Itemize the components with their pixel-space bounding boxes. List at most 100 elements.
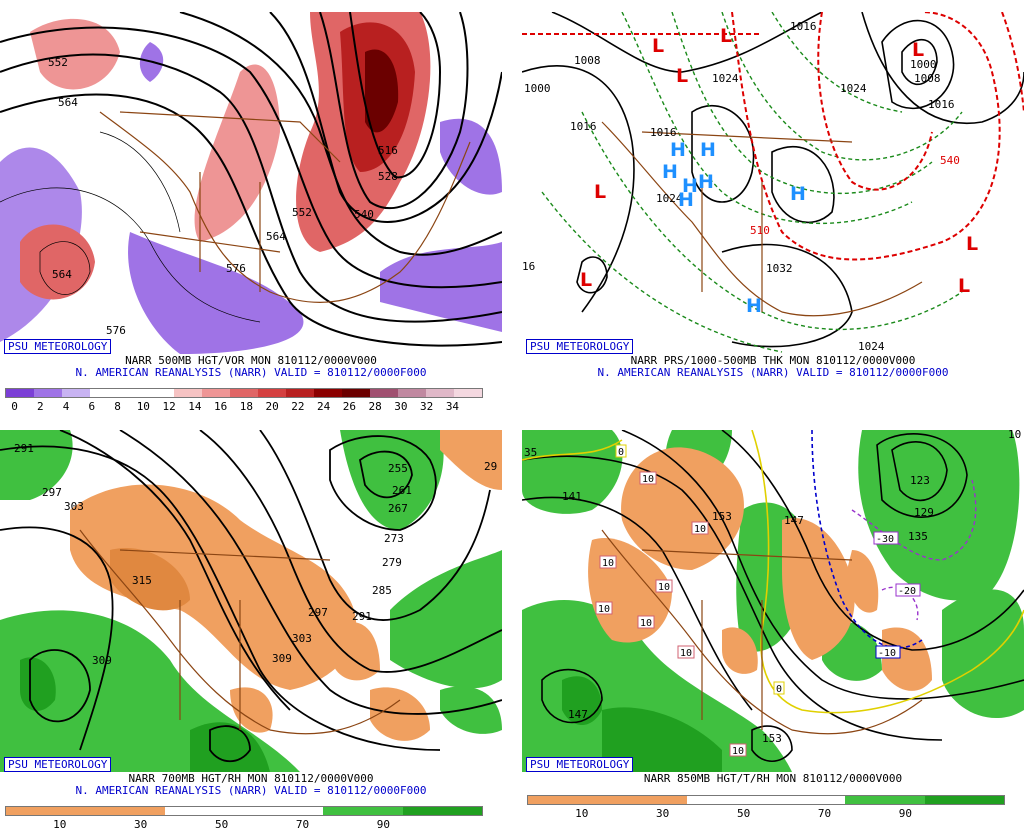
colorbar-swatch bbox=[230, 389, 258, 397]
colorbar-swatch bbox=[34, 389, 62, 397]
colorbar-tick-label: 30 bbox=[394, 400, 408, 413]
colorbar-tick-label: 70 bbox=[295, 818, 310, 831]
colorbar-swatch bbox=[402, 807, 482, 815]
colorbar-tick-label: 30 bbox=[134, 818, 148, 831]
colorbar-tick-label: 26 bbox=[342, 400, 357, 413]
low-pressure-center: L bbox=[720, 25, 732, 47]
colorbar-swatch bbox=[90, 389, 118, 397]
colorbar-swatch bbox=[258, 389, 286, 397]
colorbar-tick-label: 70 bbox=[817, 807, 832, 820]
colorbar-swatch bbox=[528, 796, 608, 804]
colorbar-swatch bbox=[686, 796, 766, 804]
contour-label: 528 bbox=[378, 170, 398, 183]
contour-label: 153 bbox=[712, 510, 732, 523]
contour-label: 279 bbox=[382, 556, 402, 569]
colorbar-swatch bbox=[164, 807, 244, 815]
colorbar-tick-label: 4 bbox=[62, 400, 70, 413]
psu-meteorology-badge: PSU METEOROLOGY bbox=[526, 757, 634, 772]
psu-meteorology-badge: PSU METEOROLOGY bbox=[4, 757, 112, 772]
contour-label: 303 bbox=[64, 500, 84, 513]
colorbar-swatch bbox=[924, 796, 1004, 804]
colorbar-tick-label: 16 bbox=[213, 400, 228, 413]
colorbar-tick-label: 18 bbox=[239, 400, 253, 413]
panel-surface-pressure-thickness: 1008 1000 1016 1024 1016 1024 1032 1024 … bbox=[522, 12, 1024, 412]
colorbar bbox=[5, 806, 483, 816]
panel-700mb-rh: 291 297 303 255 261 267 273 279 285 291 … bbox=[0, 430, 502, 831]
low-pressure-center: L bbox=[594, 181, 606, 203]
colorbar-swatch bbox=[146, 389, 174, 397]
high-pressure-center: H bbox=[662, 161, 678, 183]
temperature-label: 10 bbox=[640, 618, 652, 629]
contour-label: 516 bbox=[378, 144, 398, 157]
panel-500mb-vorticity: 552 564 516 528 552 540 564 576 564 576 … bbox=[0, 12, 502, 413]
contour-label: 273 bbox=[384, 532, 404, 545]
colorbar-tick-label: 10 bbox=[53, 818, 67, 831]
colorbar-swatch bbox=[174, 389, 202, 397]
contour-label: 147 bbox=[568, 708, 588, 721]
contour-label: 1024 bbox=[712, 72, 739, 85]
colorbar-swatch bbox=[342, 389, 370, 397]
colorbar-tick-label: 6 bbox=[88, 400, 96, 413]
colorbar-swatch bbox=[370, 389, 398, 397]
low-pressure-center: L bbox=[580, 269, 592, 291]
contour-label: 35 bbox=[524, 446, 537, 459]
contour-label: 129 bbox=[914, 506, 934, 519]
colorbar-tick-label: 22 bbox=[291, 400, 305, 413]
colorbar-tick-label: 30 bbox=[656, 807, 670, 820]
contour-label: 261 bbox=[392, 484, 412, 497]
map-700mb: 291 297 303 255 261 267 273 279 285 291 … bbox=[0, 430, 502, 772]
contour-label: 303 bbox=[292, 632, 312, 645]
low-pressure-center: L bbox=[958, 275, 970, 297]
panel-caption: NARR 500MB HGT/VOR MON 810112/0000V000 bbox=[125, 354, 377, 367]
contour-label: 1008 bbox=[914, 72, 941, 85]
contour-label: 267 bbox=[388, 502, 408, 515]
temperature-label: 10 bbox=[694, 524, 706, 535]
contour-label: 309 bbox=[92, 654, 112, 667]
panel-caption: NARR 700MB HGT/RH MON 810112/0000V000 bbox=[128, 772, 374, 785]
contour-label: 1024 bbox=[840, 82, 867, 95]
contour-label: 16 bbox=[522, 260, 535, 273]
contour-label: 552 bbox=[48, 56, 68, 69]
contour-label: 135 bbox=[908, 530, 928, 543]
colorbar-tick-label: 12 bbox=[162, 400, 176, 413]
high-pressure-center: H bbox=[670, 139, 686, 161]
contour-label: 576 bbox=[106, 324, 126, 337]
contour-label: 1024 bbox=[656, 192, 683, 205]
temperature-label: 10 bbox=[732, 746, 744, 757]
contour-label: 540 bbox=[354, 208, 374, 221]
colorbar bbox=[527, 795, 1005, 805]
contour-label: 1000 bbox=[910, 58, 937, 71]
contour-label: 255 bbox=[388, 462, 408, 475]
contour-label: 540 bbox=[940, 154, 960, 167]
temperature-label: -30 bbox=[876, 534, 894, 545]
colorbar-swatch bbox=[286, 389, 314, 397]
contour-label: 564 bbox=[52, 268, 72, 281]
contour-label: 1016 bbox=[570, 120, 597, 133]
panel-caption-valid: N. AMERICAN REANALYSIS (NARR) VALID = 81… bbox=[597, 366, 949, 379]
colorbar-swatch bbox=[243, 807, 324, 815]
low-pressure-center: L bbox=[676, 65, 688, 87]
high-pressure-center: H bbox=[700, 139, 716, 161]
contour-label: 285 bbox=[372, 584, 392, 597]
contour-label: 1032 bbox=[766, 262, 793, 275]
panel-caption-valid: N. AMERICAN REANALYSIS (NARR) VALID = 81… bbox=[75, 784, 427, 797]
contour-label: 123 bbox=[910, 474, 930, 487]
contour-label: 564 bbox=[58, 96, 78, 109]
high-pressure-center: H bbox=[698, 171, 714, 193]
contour-label: 1000 bbox=[524, 82, 551, 95]
panel-850mb-temp-rh: 35 141 153 147 123 129 135 147 153 10 0 … bbox=[522, 430, 1024, 830]
colorbar-swatch bbox=[6, 807, 86, 815]
contour-label: 1008 bbox=[574, 54, 601, 67]
low-pressure-center: L bbox=[652, 35, 664, 57]
temperature-label: -20 bbox=[898, 586, 916, 597]
colorbar-swatch bbox=[398, 389, 426, 397]
contour-label: 297 bbox=[42, 486, 62, 499]
colorbar-ticks: 10 30 50 70 90 bbox=[527, 807, 1003, 820]
panel-caption-valid: N. AMERICAN REANALYSIS (NARR) VALID = 81… bbox=[75, 366, 427, 379]
colorbar-swatch bbox=[765, 796, 846, 804]
map-surface: 1008 1000 1016 1024 1016 1024 1032 1024 … bbox=[522, 12, 1024, 354]
contour-label: 1024 bbox=[858, 340, 885, 353]
temperature-label: 10 bbox=[602, 558, 614, 569]
temperature-label: -10 bbox=[878, 648, 896, 659]
contour-label: 576 bbox=[226, 262, 246, 275]
